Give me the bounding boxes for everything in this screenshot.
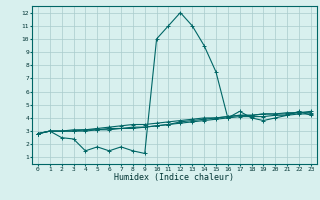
- X-axis label: Humidex (Indice chaleur): Humidex (Indice chaleur): [115, 173, 234, 182]
